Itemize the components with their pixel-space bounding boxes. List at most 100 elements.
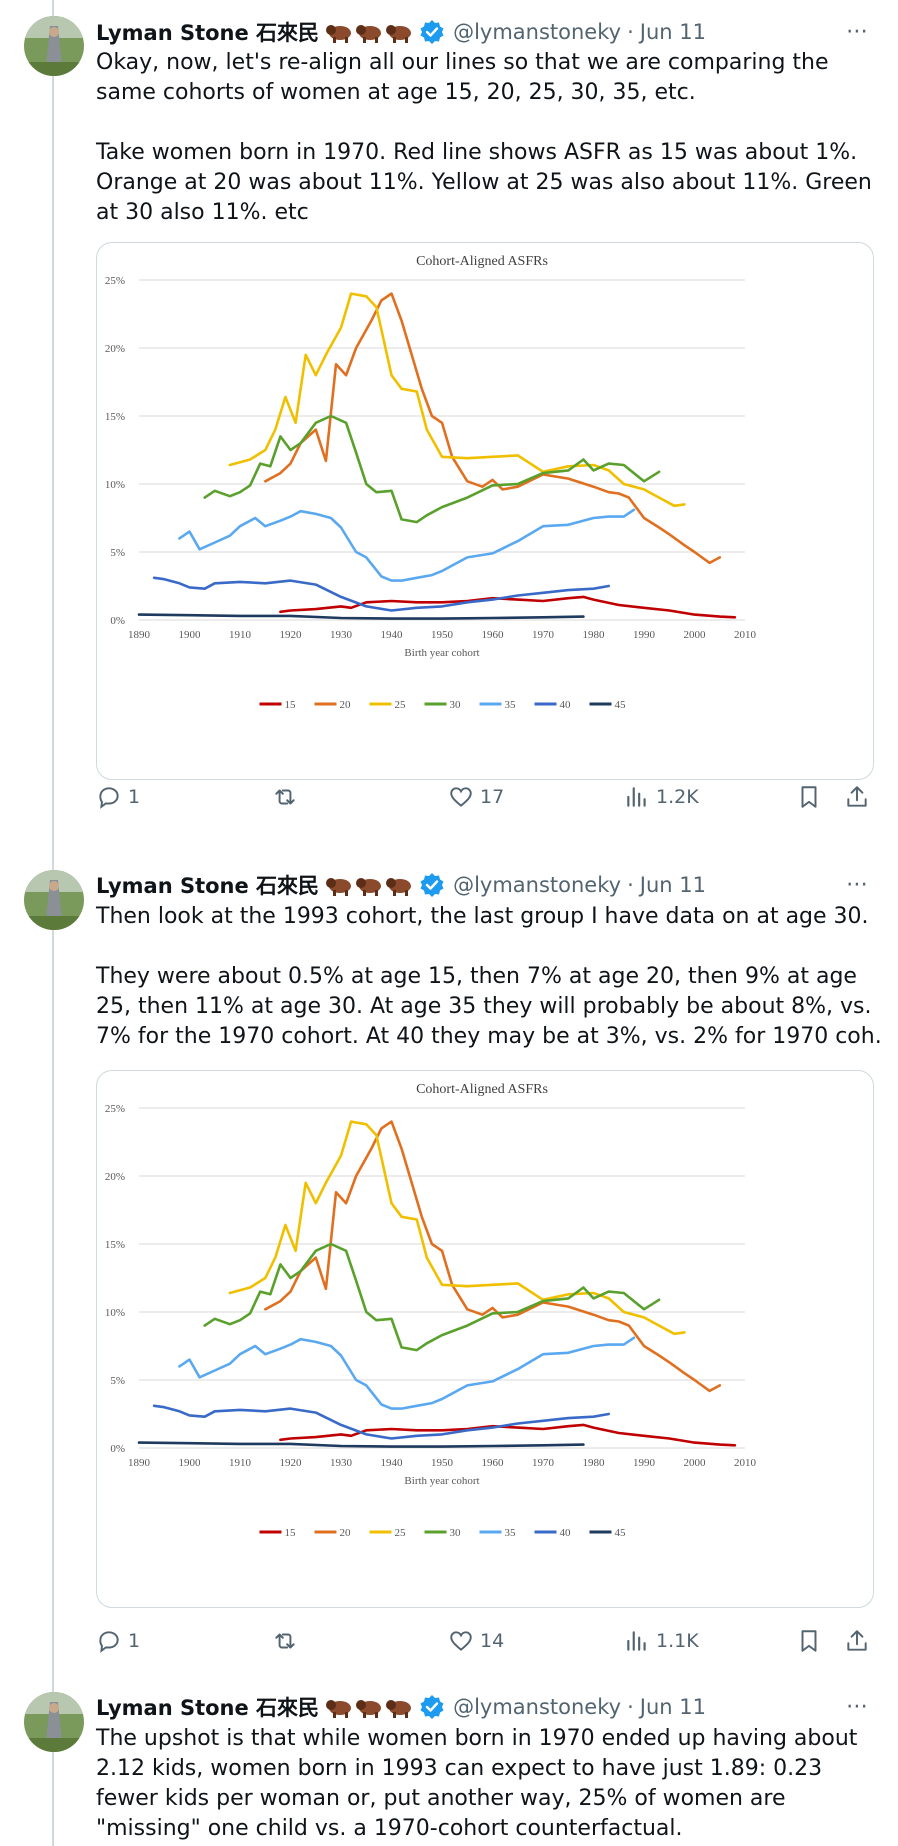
legend-label: 25 <box>395 1527 407 1539</box>
series-line-25 <box>228 1120 686 1336</box>
bookmark-button[interactable] <box>796 780 822 814</box>
author-handle[interactable]: @lymanstoneky <box>453 20 622 44</box>
x-tick-label: 2010 <box>734 629 757 641</box>
share-button[interactable] <box>844 780 870 814</box>
tweet-header: Lyman Stone 石來民 @lymanstoneky · Jun 11 <box>96 870 706 900</box>
bookmark-button[interactable] <box>796 1624 822 1658</box>
share-icon <box>847 786 867 807</box>
y-tick-label: 15% <box>105 411 125 423</box>
tweet-date[interactable]: Jun 11 <box>639 873 706 897</box>
avatar[interactable] <box>24 870 84 930</box>
y-tick-label: 10% <box>105 1307 125 1319</box>
series-line-15 <box>279 1423 737 1447</box>
heart-icon <box>450 1631 472 1651</box>
y-tick-label: 0% <box>110 1443 125 1455</box>
chart-card[interactable]: Cohort-Aligned ASFRs 0% 5% 10% 15% 20% 25% 1890… <box>96 242 874 780</box>
share-button[interactable] <box>844 1624 870 1658</box>
series-line-25 <box>228 292 686 508</box>
tweet-1[interactable]: Lyman Stone 石來民 @lymanstoneky · Jun 11 ⋯… <box>0 0 898 846</box>
legend-label: 15 <box>285 699 297 711</box>
legend-label: 20 <box>340 699 352 711</box>
author-name[interactable]: Lyman Stone 石來民 <box>96 21 320 45</box>
repost-icon <box>275 1633 295 1649</box>
views-icon <box>627 787 646 807</box>
bison-emoji <box>326 1700 352 1718</box>
reply-count: 1 <box>128 786 141 808</box>
x-tick-label: 1960 <box>482 1457 505 1469</box>
action-bar: 1 14 1.1K <box>96 1624 876 1658</box>
x-tick-label: 1890 <box>128 1457 151 1469</box>
reply-button[interactable]: 1 <box>96 780 140 814</box>
tweet-date[interactable]: Jun 11 <box>639 20 706 44</box>
bison-emoji-group <box>325 1696 415 1718</box>
reply-count: 1 <box>128 1630 141 1652</box>
tweet-text: Okay, now, let's re-align all our lines … <box>96 50 872 225</box>
verified-icon <box>420 1695 444 1719</box>
y-tick-label: 25% <box>105 1103 125 1115</box>
series-line-20 <box>264 292 722 565</box>
views-icon <box>627 1631 646 1651</box>
legend-label: 20 <box>340 1527 352 1539</box>
x-tick-label: 1960 <box>482 629 505 641</box>
legend-label: 40 <box>560 699 572 711</box>
tweet-date[interactable]: Jun 11 <box>639 1695 706 1719</box>
series-line-15 <box>279 595 737 619</box>
repost-button[interactable] <box>272 780 304 814</box>
author-name[interactable]: Lyman Stone 石來民 <box>96 874 320 898</box>
avatar[interactable] <box>24 16 84 76</box>
y-tick-label: 5% <box>110 1375 125 1387</box>
x-tick-label: 1910 <box>229 629 252 641</box>
legend-label: 25 <box>395 699 407 711</box>
x-tick-label: 1990 <box>633 1457 656 1469</box>
more-icon[interactable]: ⋯ <box>846 872 869 897</box>
bison-emoji <box>326 878 352 896</box>
y-tick-label: 25% <box>105 275 125 287</box>
x-tick-label: 1970 <box>532 1457 555 1469</box>
like-button[interactable]: 14 <box>448 1624 504 1658</box>
legend-label: 45 <box>615 699 627 711</box>
author-handle[interactable]: @lymanstoneky <box>453 1695 622 1719</box>
more-icon[interactable]: ⋯ <box>846 19 869 44</box>
x-tick-label: 1950 <box>431 629 454 641</box>
x-tick-label: 2000 <box>684 1457 707 1469</box>
x-tick-label: 1930 <box>330 1457 353 1469</box>
x-tick-label: 1900 <box>179 629 202 641</box>
author-name[interactable]: Lyman Stone 石來民 <box>96 1696 320 1720</box>
legend-label: 35 <box>505 699 517 711</box>
like-button[interactable]: 17 <box>448 780 504 814</box>
series-line-35 <box>178 1336 636 1410</box>
series-line-40 <box>152 576 611 612</box>
chart-title: Cohort-Aligned ASFRs <box>416 254 548 269</box>
legend-label: 40 <box>560 1527 572 1539</box>
views-button[interactable]: 1.1K <box>624 1624 699 1658</box>
series-line-45 <box>137 613 585 620</box>
action-bar: 1 17 1.2K <box>96 780 876 814</box>
x-tick-label: 1920 <box>280 1457 303 1469</box>
bison-emoji <box>356 25 382 43</box>
tweet-header: Lyman Stone 石來民 @lymanstoneky · Jun 11 <box>96 1692 706 1722</box>
legend-label: 30 <box>450 1527 462 1539</box>
legend-label: 15 <box>285 1527 297 1539</box>
y-tick-label: 20% <box>105 1171 125 1183</box>
bison-emoji <box>356 878 382 896</box>
tweet-2[interactable]: Lyman Stone 石來民 @lymanstoneky · Jun 11 ⋯… <box>0 846 898 1668</box>
x-axis-label: Birth year cohort <box>404 647 479 659</box>
legend-label: 35 <box>505 1527 517 1539</box>
views-button[interactable]: 1.2K <box>624 780 699 814</box>
y-tick-label: 15% <box>105 1239 125 1251</box>
bookmark-icon <box>801 786 817 808</box>
reply-icon <box>99 1631 119 1653</box>
bison-emoji-group <box>325 21 415 43</box>
chart-card[interactable]: Cohort-Aligned ASFRs 0% 5% 10% 15% 20% 25% 1890… <box>96 1070 874 1608</box>
tweet-text: Then look at the 1993 cohort, the last g… <box>96 904 882 1049</box>
more-icon[interactable]: ⋯ <box>846 1694 869 1719</box>
share-icon <box>847 1630 867 1651</box>
author-handle[interactable]: @lymanstoneky <box>453 873 622 897</box>
repost-button[interactable] <box>272 1624 304 1658</box>
x-tick-label: 1940 <box>381 629 404 641</box>
y-tick-label: 5% <box>110 547 125 559</box>
reply-button[interactable]: 1 <box>96 1624 140 1658</box>
tweet-3[interactable]: Lyman Stone 石來民 @lymanstoneky · Jun 11 ⋯… <box>0 1668 898 1846</box>
x-tick-label: 1980 <box>583 1457 606 1469</box>
avatar[interactable] <box>24 1692 84 1752</box>
